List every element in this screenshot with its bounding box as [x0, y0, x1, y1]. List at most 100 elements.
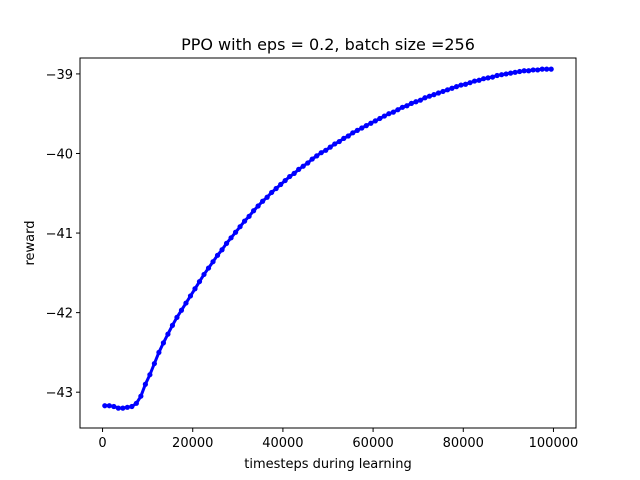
data-point	[129, 403, 135, 410]
x-tick-label: 60000	[352, 436, 393, 451]
data-point	[399, 104, 405, 110]
x-tick-label: 0	[98, 436, 106, 451]
data-point	[404, 103, 410, 109]
data-point	[327, 144, 333, 150]
data-point	[201, 271, 207, 278]
data-point	[232, 229, 239, 235]
data-point	[196, 278, 203, 285]
data-point	[372, 118, 378, 124]
data-point	[413, 99, 419, 105]
data-point	[508, 70, 514, 76]
data-point	[390, 109, 396, 115]
y-axis: −43 −42 −41 −40 −39	[46, 68, 80, 401]
data-point	[539, 66, 545, 72]
data-point	[458, 82, 464, 88]
data-point	[192, 286, 198, 292]
data-point	[544, 66, 550, 72]
data-point	[223, 240, 230, 246]
data-point	[156, 349, 162, 356]
data-point	[431, 92, 437, 98]
data-point	[174, 314, 180, 320]
data-point	[246, 213, 252, 219]
data-point	[151, 360, 157, 367]
data-point	[269, 189, 275, 196]
data-point	[381, 113, 387, 119]
data-point	[467, 80, 473, 86]
data-point	[165, 331, 171, 337]
x-tick-label: 40000	[262, 436, 303, 451]
data-point	[106, 403, 112, 409]
x-axis-label: timesteps during learning	[244, 457, 412, 472]
data-point	[124, 404, 130, 410]
data-point	[260, 198, 266, 204]
data-point	[251, 208, 257, 214]
y-tick-label: −40	[46, 147, 73, 162]
data-point	[183, 300, 189, 306]
y-tick-label: −41	[46, 227, 73, 242]
data-point	[309, 156, 315, 162]
data-point	[241, 218, 248, 224]
data-point	[462, 81, 469, 87]
data-point	[178, 307, 185, 313]
data-point	[147, 372, 153, 378]
data-point	[287, 173, 293, 180]
data-point	[341, 135, 347, 141]
data-point	[102, 403, 108, 409]
data-point	[345, 133, 351, 139]
data-point	[440, 88, 446, 95]
data-point	[278, 181, 284, 188]
data-point	[169, 322, 176, 328]
data-point	[526, 68, 532, 74]
data-point	[305, 160, 311, 166]
data-point	[111, 403, 117, 410]
y-tick-label: −43	[46, 386, 73, 401]
data-point	[133, 400, 139, 406]
data-point	[480, 76, 487, 82]
data-point	[530, 67, 536, 73]
data-point	[503, 71, 509, 77]
data-point	[219, 247, 225, 253]
data-point	[205, 265, 212, 271]
data-point	[449, 85, 455, 91]
x-tick-label: 20000	[172, 436, 213, 451]
data-point	[476, 77, 482, 83]
data-point	[471, 78, 478, 84]
data-point	[485, 75, 491, 81]
y-axis-label: reward	[23, 220, 38, 265]
data-point	[354, 127, 360, 134]
data-point	[228, 235, 234, 241]
series-layer	[102, 66, 554, 411]
data-point	[237, 224, 243, 230]
data-point	[273, 185, 279, 192]
data-point	[363, 123, 369, 129]
data-point	[210, 259, 216, 265]
data-point	[187, 293, 194, 299]
data-point	[160, 340, 167, 346]
data-point	[323, 147, 329, 153]
data-point	[395, 107, 401, 113]
data-point	[521, 68, 527, 74]
data-point	[359, 125, 365, 131]
data-point	[435, 90, 442, 96]
data-point	[453, 84, 460, 90]
data-point	[499, 72, 505, 78]
data-point	[422, 95, 428, 101]
data-point	[377, 115, 383, 122]
data-point	[332, 141, 338, 147]
data-point	[138, 393, 144, 399]
data-point	[386, 111, 392, 117]
data-point	[517, 68, 523, 75]
data-point	[115, 405, 121, 411]
data-point	[291, 170, 297, 176]
data-point	[318, 150, 324, 156]
data-point	[512, 69, 518, 75]
data-point	[214, 252, 221, 258]
data-point	[282, 177, 288, 184]
plot-frame	[79, 57, 577, 429]
data-point	[489, 74, 496, 80]
data-point	[535, 67, 541, 73]
data-point	[350, 130, 356, 136]
data-point	[296, 166, 302, 172]
data-point	[255, 203, 261, 209]
x-tick-label: 80000	[443, 436, 484, 451]
